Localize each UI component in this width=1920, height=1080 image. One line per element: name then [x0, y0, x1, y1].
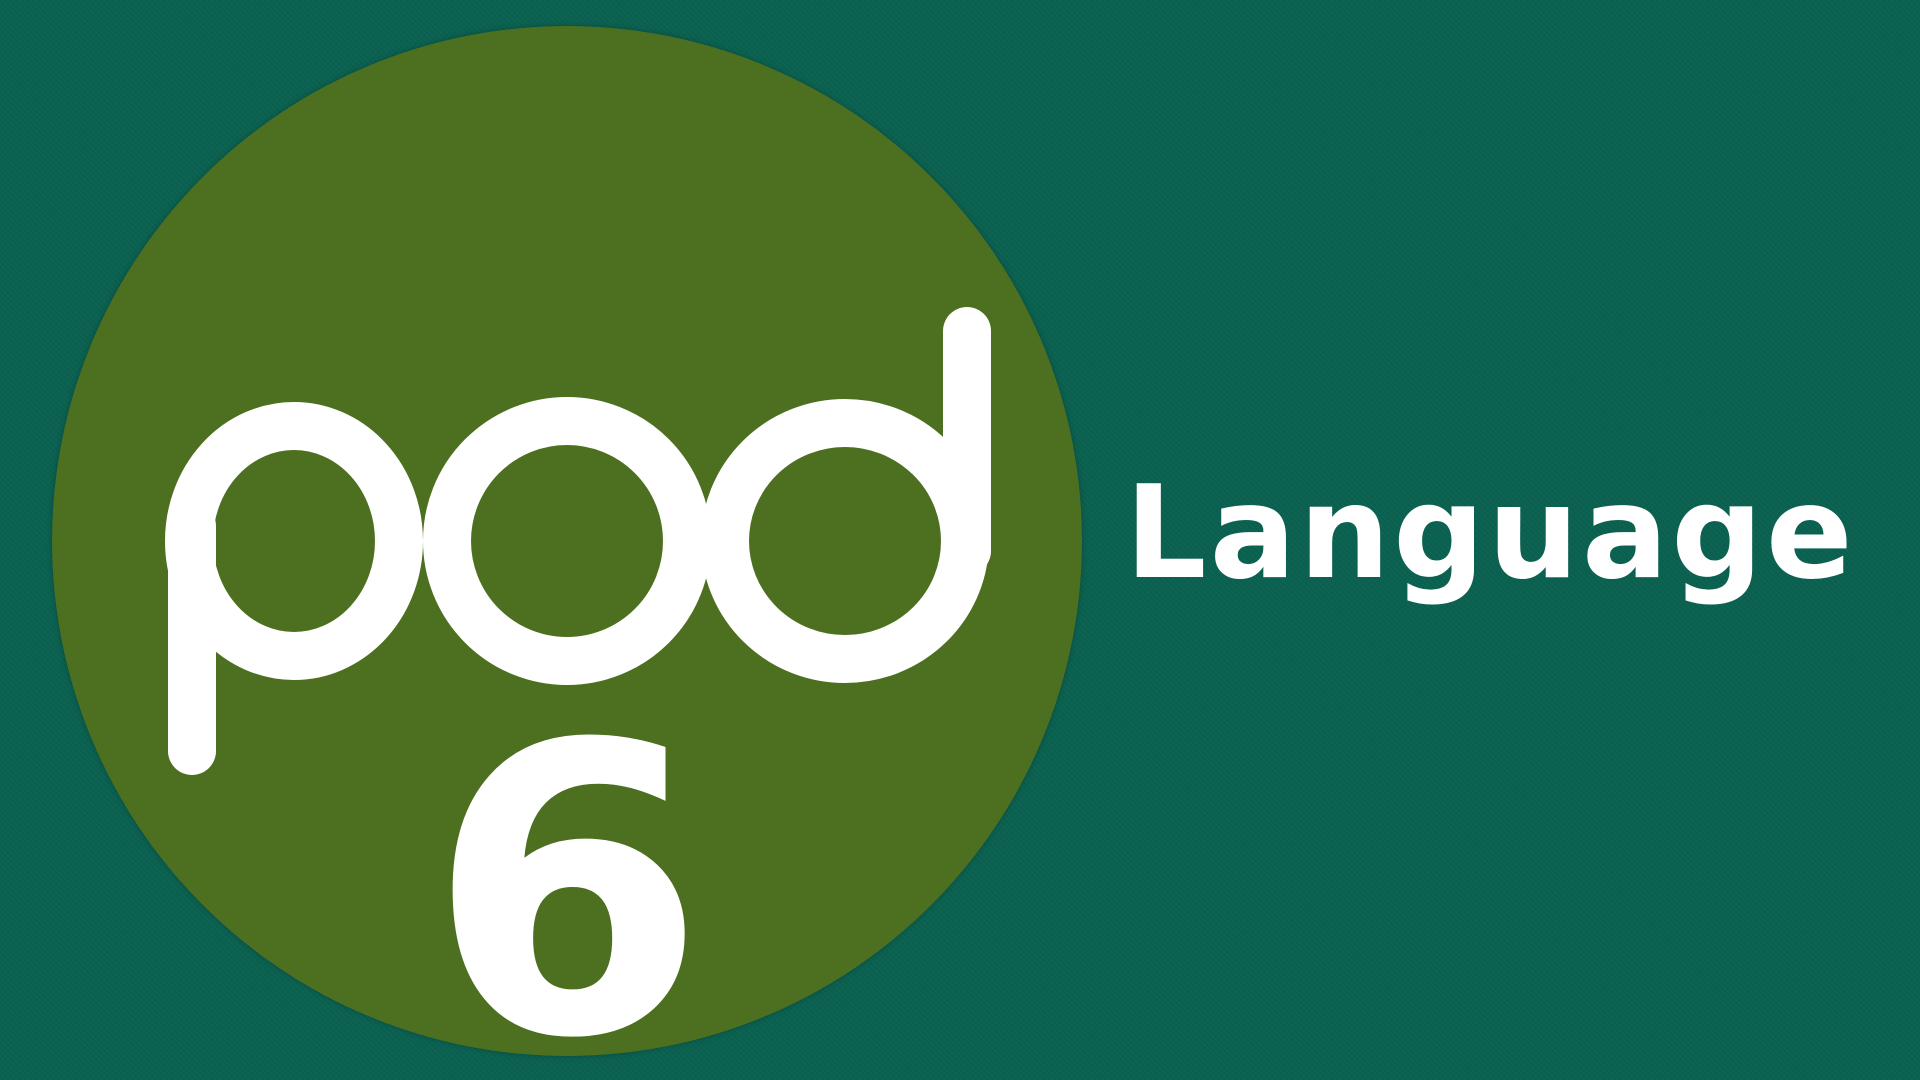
- logo-circle: [52, 26, 1082, 1056]
- pod6-logo: 6: [52, 26, 1082, 1056]
- o-letter: [423, 397, 711, 685]
- page-title: Language: [1125, 459, 1856, 608]
- logo-number: 6: [428, 661, 706, 1056]
- pod-wordmark: [165, 307, 991, 775]
- pod6-logo-graphic: 6: [52, 26, 1082, 1056]
